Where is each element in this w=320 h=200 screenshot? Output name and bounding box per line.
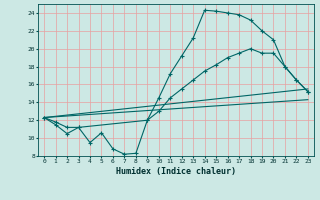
- X-axis label: Humidex (Indice chaleur): Humidex (Indice chaleur): [116, 167, 236, 176]
